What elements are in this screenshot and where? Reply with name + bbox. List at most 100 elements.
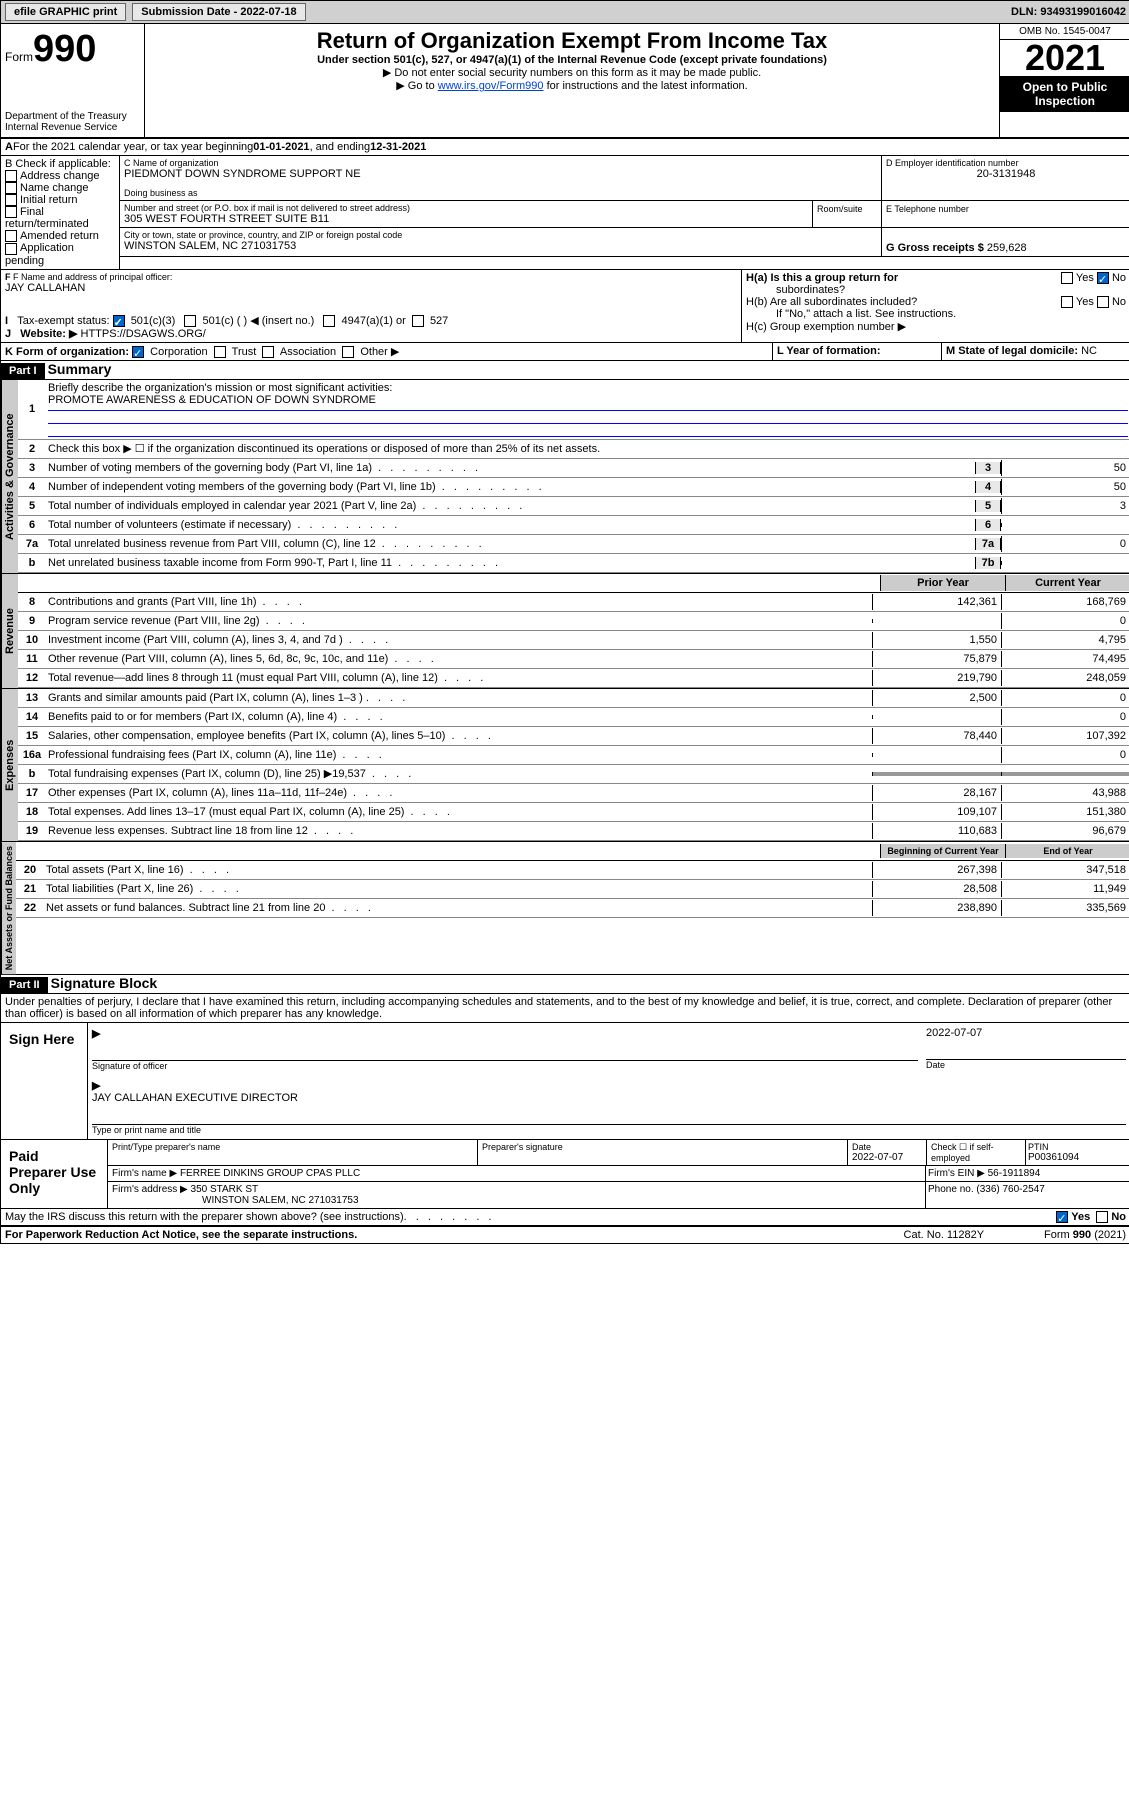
ein: 20-3131948 (886, 168, 1126, 180)
line-12-py: 219,790 (872, 670, 1001, 686)
line-20-py: 267,398 (872, 862, 1001, 878)
line-15-text: Salaries, other compensation, employee b… (46, 728, 872, 744)
line-3-val: 50 (1001, 460, 1129, 476)
cb-trust[interactable] (214, 346, 226, 358)
gross-receipts-label: G Gross receipts $ (886, 242, 987, 254)
cb-501c3[interactable]: ✓ (113, 315, 125, 327)
cb-501c[interactable] (184, 315, 196, 327)
website: J Website: ▶ HTTPS://DSAGWS.ORG/ (5, 327, 737, 340)
section-revenue: Revenue (1, 574, 18, 688)
line-5-text: Total number of individuals employed in … (46, 498, 975, 514)
ein-label: D Employer identification number (886, 158, 1126, 168)
cb-hb-yes[interactable] (1061, 296, 1073, 308)
hdr-begin-year: Beginning of Current Year (880, 844, 1005, 858)
cb-initial-return[interactable]: Initial return (5, 194, 115, 206)
cb-527[interactable] (412, 315, 424, 327)
line-10-py: 1,550 (872, 632, 1001, 648)
line-10-cy: 4,795 (1001, 632, 1129, 648)
line-8-cy: 168,769 (1001, 594, 1129, 610)
cb-hb-no[interactable] (1097, 296, 1109, 308)
self-employed-check[interactable]: Check ☐ if self-employed (931, 1142, 1021, 1163)
l2-text: Check this box ▶ ☐ if the organization d… (46, 440, 1129, 457)
line-3-text: Number of voting members of the governin… (46, 460, 975, 476)
year-formation: L Year of formation: (773, 343, 942, 360)
irs-link[interactable]: www.irs.gov/Form990 (438, 80, 544, 92)
line-12-cy: 248,059 (1001, 670, 1129, 686)
open-inspection: Open to PublicInspection (1000, 76, 1129, 112)
cb-ha-yes[interactable] (1061, 272, 1073, 284)
hdr-end-year: End of Year (1005, 844, 1129, 858)
h-c: H(c) Group exemption number ▶ (746, 320, 1126, 333)
efile-print-button[interactable]: efile GRAPHIC print (5, 3, 126, 21)
line-19-py: 110,683 (872, 823, 1001, 839)
addr: 305 WEST FOURTH STREET SUITE B11 (124, 213, 808, 225)
line-19-cy: 96,679 (1001, 823, 1129, 839)
dept: Department of the Treasury (5, 111, 140, 122)
form-subtitle: Under section 501(c), 527, or 4947(a)(1)… (149, 54, 995, 66)
cb-other[interactable] (342, 346, 354, 358)
discuss-text: May the IRS discuss this return with the… (5, 1211, 404, 1223)
cb-assoc[interactable] (262, 346, 274, 358)
line-11-cy: 74,495 (1001, 651, 1129, 667)
cb-discuss-yes[interactable]: ✓ (1056, 1211, 1068, 1223)
addr-label: Number and street (or P.O. box if mail i… (124, 203, 410, 213)
sig-name-label: Type or print name and title (92, 1125, 1126, 1135)
line-3-box: 3 (975, 462, 1001, 474)
line-17-text: Other expenses (Part IX, column (A), lin… (46, 785, 872, 801)
topbar: efile GRAPHIC print Submission Date - 20… (1, 1, 1129, 24)
line-19-text: Revenue less expenses. Subtract line 18 … (46, 823, 872, 839)
line-6-text: Total number of volunteers (estimate if … (46, 517, 975, 533)
tax-year: 2021 (1000, 40, 1129, 76)
line-b-text: Total fundraising expenses (Part IX, col… (46, 765, 872, 782)
h-b-note: If "No," attach a list. See instructions… (746, 308, 1126, 320)
org-name-label: C Name of organization (124, 158, 877, 168)
cb-final-return[interactable]: Final return/terminated (5, 206, 115, 230)
line-7a-val: 0 (1001, 536, 1129, 552)
firm-phone: (336) 760-2547 (976, 1184, 1044, 1195)
sig-officer-label: Signature of officer (92, 1061, 918, 1071)
line-11-py: 75,879 (872, 651, 1001, 667)
submission-date: Submission Date - 2022-07-18 (132, 3, 305, 21)
line-18-py: 109,107 (872, 804, 1001, 820)
firm-name: FERREE DINKINS GROUP CPAS PLLC (180, 1168, 360, 1179)
part2-title: Signature Block (51, 975, 158, 991)
h-b: H(b) Are all subordinates included? Yes … (746, 296, 1126, 308)
line-4-val: 50 (1001, 479, 1129, 495)
cb-4947[interactable] (323, 315, 335, 327)
line-15-cy: 107,392 (1001, 728, 1129, 744)
section-governance: Activities & Governance (1, 380, 18, 573)
part1-label: Part I (1, 363, 45, 379)
line-13-text: Grants and similar amounts paid (Part IX… (46, 690, 872, 706)
line-b-text: Net unrelated business taxable income fr… (46, 555, 975, 571)
line-5-box: 5 (975, 500, 1001, 512)
line-21-cy: 11,949 (1001, 881, 1129, 897)
cb-discuss-no[interactable] (1096, 1211, 1108, 1223)
cb-corp[interactable]: ✓ (132, 346, 144, 358)
line-18-cy: 151,380 (1001, 804, 1129, 820)
cb-amended[interactable]: Amended return (5, 230, 115, 242)
footer-cat: Cat. No. 11282Y (904, 1229, 985, 1241)
part1-title: Summary (48, 361, 112, 377)
line-16a-text: Professional fundraising fees (Part IX, … (46, 747, 872, 763)
firm-addr: 350 STARK ST (191, 1184, 259, 1195)
line-21-text: Total liabilities (Part X, line 26) . . … (44, 881, 872, 897)
line-9-cy: 0 (1001, 613, 1129, 629)
cb-address-change[interactable]: Address change (5, 170, 115, 182)
cb-name-change[interactable]: Name change (5, 182, 115, 194)
line-9-text: Program service revenue (Part VIII, line… (46, 613, 872, 629)
cb-pending[interactable]: Application pending (5, 242, 115, 266)
city: WINSTON SALEM, NC 271031753 (124, 240, 877, 252)
section-net: Net Assets or Fund Balances (1, 842, 16, 974)
form-title: Return of Organization Exempt From Incom… (149, 28, 995, 54)
h-a: H(a) Is this a group return for Yes ✓No (746, 272, 1126, 284)
line-16a-py (872, 753, 1001, 757)
gross-receipts: 259,628 (987, 242, 1027, 254)
line-b-val (1001, 561, 1129, 565)
prep-date: 2022-07-07 (852, 1152, 922, 1163)
tax-exempt: I Tax-exempt status: ✓ 501(c)(3) 501(c) … (5, 314, 737, 327)
line-11-text: Other revenue (Part VIII, column (A), li… (46, 651, 872, 667)
line-22-py: 238,890 (872, 900, 1001, 916)
line-10-text: Investment income (Part VIII, column (A)… (46, 632, 872, 648)
ptin: P00361094 (1028, 1152, 1128, 1163)
cb-ha-no[interactable]: ✓ (1097, 272, 1109, 284)
